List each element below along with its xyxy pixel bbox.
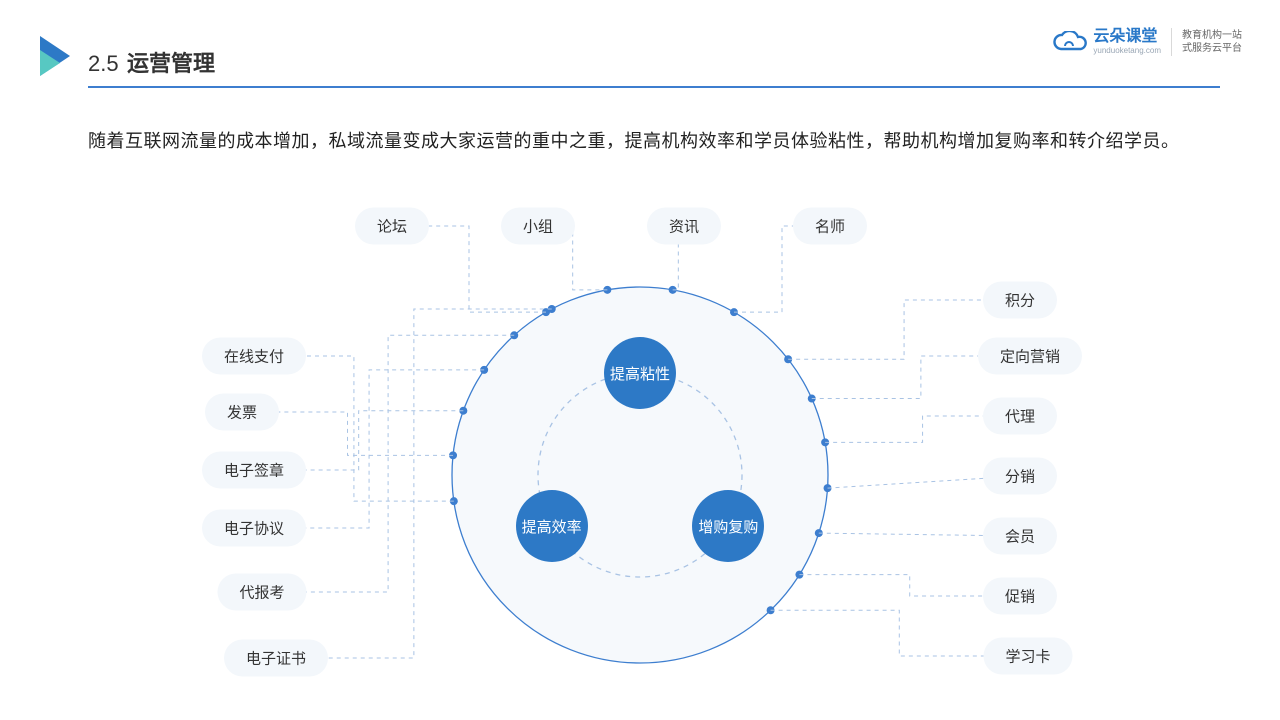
diagram-canvas (0, 0, 1280, 720)
